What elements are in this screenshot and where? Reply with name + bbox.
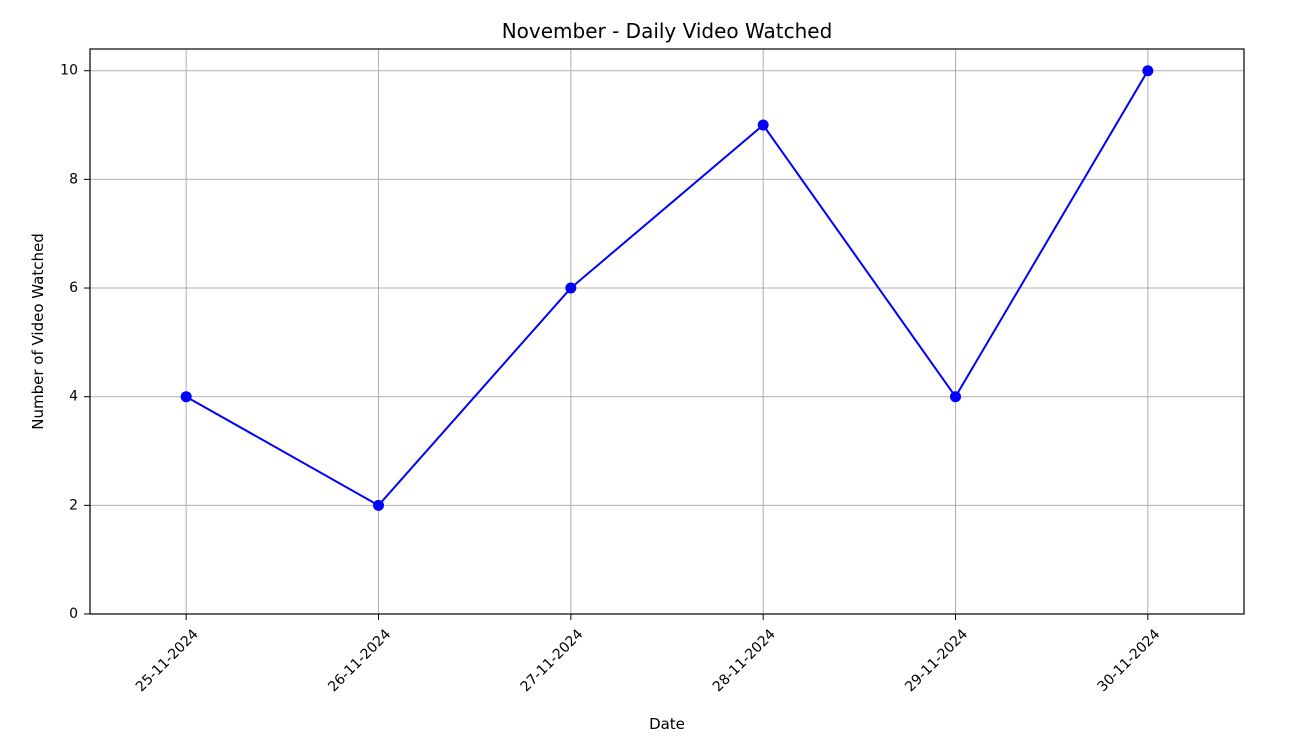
data-point xyxy=(180,391,192,403)
data-point xyxy=(373,499,384,511)
y-tick-label: 4 xyxy=(69,389,78,405)
x-axis-label: Date xyxy=(649,715,685,733)
y-tick-label: 10 xyxy=(60,63,78,79)
y-tick-label: 8 xyxy=(69,171,78,187)
grid xyxy=(90,49,1244,615)
series-line xyxy=(185,70,1149,507)
y-tick-label: 2 xyxy=(69,497,78,513)
data-point xyxy=(565,282,577,294)
plot-frame xyxy=(89,48,1245,615)
x-tick-label: 28-11-2024 xyxy=(710,626,779,695)
x-tick-label: 26-11-2024 xyxy=(325,626,394,695)
x-tick-label: 30-11-2024 xyxy=(1095,626,1164,695)
chart-title: November - Daily Video Watched xyxy=(502,19,833,43)
data-point xyxy=(1142,65,1154,77)
x-tick-label: 25-11-2024 xyxy=(133,626,202,695)
axis-ticks: 25-11-2024 26-11-2024 27-11-2024 28-11-2024… xyxy=(60,63,1163,695)
x-tick-label: 27-11-2024 xyxy=(518,626,587,695)
y-tick-label: 6 xyxy=(69,280,78,296)
data-point xyxy=(950,391,961,403)
y-axis-label: Number of Video Watched xyxy=(29,233,47,430)
y-tick-label: 0 xyxy=(69,606,78,622)
series-layer xyxy=(180,65,1154,511)
x-tick-label: 29-11-2024 xyxy=(902,626,971,695)
data-point xyxy=(757,119,769,131)
